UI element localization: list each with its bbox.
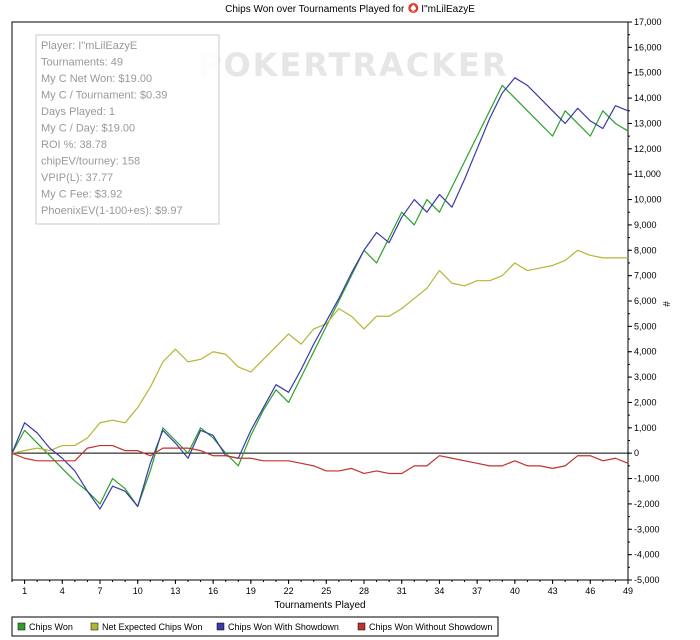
y-tick-label: 1,000 (634, 423, 657, 433)
y-tick-label: 4,000 (634, 347, 657, 357)
stats-box: Player: I"mLilEazyE Tournaments: 49 My C N… (35, 34, 220, 225)
y-tick-label: 12,000 (634, 144, 662, 154)
x-tick-label: 43 (548, 586, 558, 596)
y-tick-label: -3,000 (634, 524, 660, 534)
y-tick-label: -4,000 (634, 550, 660, 560)
pokertracker-watermark: POKERTRACKER (198, 46, 509, 84)
stats-line: My C / Day: $19.00 (41, 123, 135, 135)
x-axis: 1 4 7 10 13 16 19 22 25 28 31 34 37 40 43 46 49 (11, 580, 633, 596)
x-tick-label: 34 (434, 586, 444, 596)
y-tick-label: 10,000 (634, 195, 662, 205)
series-line-1 (11, 249, 628, 454)
legend: Chips Won Net Expected Chips Won Chips Won… (11, 616, 499, 637)
series-line-3 (11, 444, 629, 475)
pokertracker-spade-icon (408, 3, 419, 13)
y-tick-label: -2,000 (634, 499, 660, 509)
x-tick-label: 13 (170, 586, 180, 596)
legend-swatch (216, 622, 225, 631)
x-tick-label: 40 (510, 586, 520, 596)
stats-line: My C Net Won: $19.00 (41, 73, 152, 85)
y-tick-label: 7,000 (634, 271, 657, 281)
x-tick-label: 37 (472, 586, 482, 596)
legend-swatch (357, 622, 366, 631)
x-tick-label: 16 (208, 586, 218, 596)
y-tick-label: 17,000 (634, 17, 662, 27)
y-tick-label: 15,000 (634, 68, 662, 78)
x-tick-label: 46 (585, 586, 595, 596)
y-tick-label: -5,000 (634, 575, 660, 585)
y-tick-label: 2,000 (634, 397, 657, 407)
legend-swatch (17, 622, 26, 631)
x-tick-label: 19 (246, 586, 256, 596)
x-tick-label: 7 (97, 586, 102, 596)
x-tick-label: 22 (284, 586, 294, 596)
stats-line: Player: I"mLilEazyE (41, 40, 137, 52)
stats-line: chipEV/tourney: 158 (41, 156, 140, 168)
x-tick-label: 31 (397, 586, 407, 596)
series-line-0 (11, 84, 629, 508)
y-tick-label: 11,000 (634, 169, 661, 179)
legend-label: Net Expected Chips Won (102, 622, 202, 632)
stats-line: My C Fee: $3.92 (41, 189, 122, 201)
y-axis: -5,000 -4,000 -3,000 -2,000 -1,000 0 1,000 2,00… (628, 17, 662, 585)
y-tick-label: 3,000 (634, 372, 657, 382)
stats-line: VPIP(L): 37.77 (41, 172, 113, 184)
legend-swatch (90, 622, 99, 631)
stats-line: Days Played: 1 (41, 106, 115, 118)
x-tick-label: 10 (133, 586, 143, 596)
y-tick-label: 14,000 (634, 93, 662, 103)
y-tick-label: 9,000 (634, 220, 657, 230)
series-line-2 (11, 77, 629, 510)
x-axis-title: Tournaments Played (274, 600, 365, 611)
x-tick-label: 49 (623, 586, 633, 596)
chart-title-group: Chips Won over Tournaments Played for I"… (225, 3, 475, 15)
y-tick-label: 6,000 (634, 296, 657, 306)
x-tick-label: 25 (321, 586, 331, 596)
y-tick-label: 8,000 (634, 245, 657, 255)
legend-label: Chips Won With Showdown (228, 622, 339, 632)
stats-line: Tournaments: 49 (41, 57, 123, 69)
y-tick-label: 5,000 (634, 321, 657, 331)
x-tick-label: 4 (60, 586, 65, 596)
stats-line: ROI %: 38.78 (41, 139, 107, 151)
y-axis-title: # (662, 301, 673, 307)
y-tick-label: 16,000 (634, 42, 662, 52)
series-group (11, 77, 629, 510)
chart-title-player: I"mLilEazyE (421, 4, 475, 15)
legend-label: Chips Won Without Showdown (369, 622, 492, 632)
x-tick-label: 28 (359, 586, 369, 596)
y-tick-label: 0 (634, 448, 639, 458)
x-tick-label: 1 (22, 586, 27, 596)
stats-line: My C / Tournament: $0.39 (41, 90, 167, 102)
stats-line: PhoenixEV(1-100+es): $9.97 (41, 205, 183, 217)
y-tick-label: 13,000 (634, 118, 662, 128)
legend-label: Chips Won (29, 622, 73, 632)
y-tick-label: -1,000 (634, 474, 660, 484)
chart-title: Chips Won over Tournaments Played for (225, 4, 405, 15)
